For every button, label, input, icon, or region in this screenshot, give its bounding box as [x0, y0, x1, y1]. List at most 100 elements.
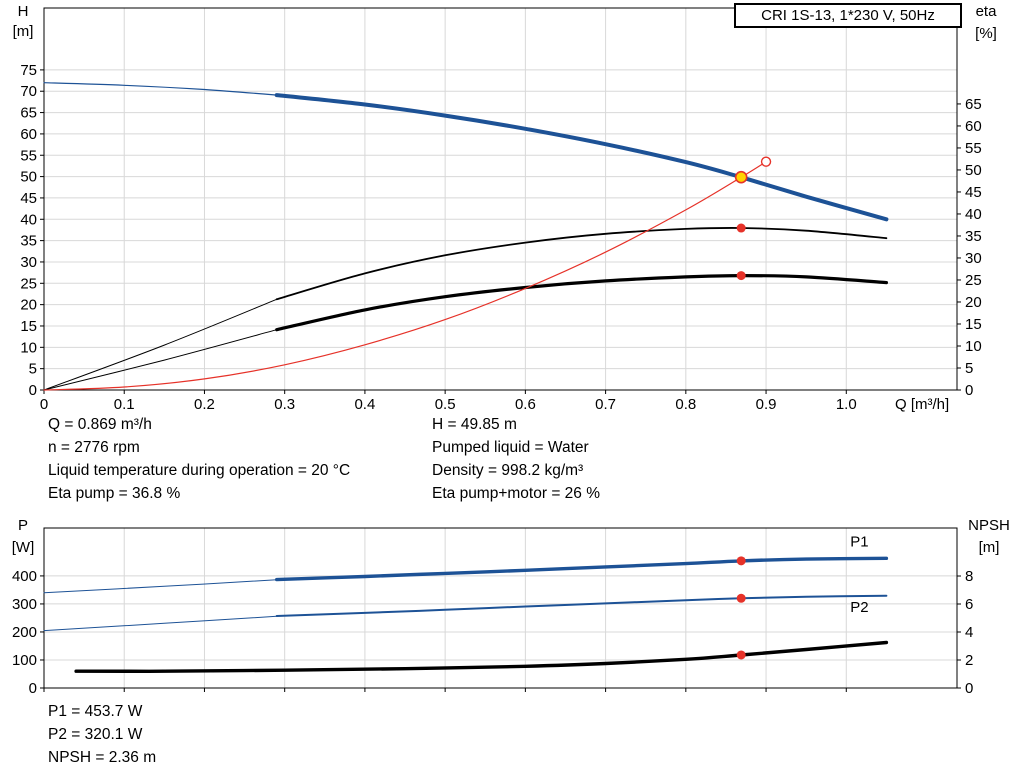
rated-point	[760, 156, 772, 167]
axis-tick-labels: 0 100 200 300 400 0 2 4 6 8	[12, 568, 973, 697]
npsh-axis-unit: [m]	[978, 539, 1000, 556]
p1-curve	[275, 556, 889, 582]
svg-text:10: 10	[965, 338, 982, 355]
svg-text:15: 15	[20, 318, 37, 335]
svg-text:35: 35	[20, 233, 37, 250]
svg-text:5: 5	[29, 361, 37, 378]
series-label-P1: P1	[850, 533, 868, 550]
qh-eta-chart: 0 5 10 15 20 25 30 35 40 45 50 55 60 65 70 75 0 5 10 15 20 25…	[20, 7, 982, 413]
svg-text:0.6: 0.6	[515, 396, 536, 413]
npsh-point	[736, 650, 746, 660]
svg-text:300: 300	[12, 596, 37, 613]
svg-text:20: 20	[965, 294, 982, 311]
annotation-liquid-temperature: Liquid temperature during operation = 20…	[48, 462, 351, 479]
h-curve	[274, 93, 889, 222]
svg-text:0: 0	[965, 680, 973, 697]
power-npsh-chart: 0 100 200 300 400 0 2 4 6 8 P1 P2	[12, 527, 973, 697]
annotation-npsh: NPSH = 2.36 m	[48, 749, 157, 766]
p2-extension	[43, 615, 278, 632]
system-curve	[43, 161, 767, 391]
svg-text:70: 70	[20, 83, 37, 100]
annotation-flow: Q = 0.869 m³/h	[48, 416, 152, 433]
p2-point	[736, 593, 746, 603]
annotation-eta-pump: Eta pump = 36.8 %	[48, 485, 181, 502]
svg-text:0.2: 0.2	[194, 396, 215, 413]
svg-text:25: 25	[965, 272, 982, 289]
svg-text:0.3: 0.3	[274, 396, 295, 413]
svg-text:50: 50	[965, 162, 982, 179]
annotation-p1: P1 = 453.7 W	[48, 703, 143, 720]
svg-text:35: 35	[965, 228, 982, 245]
gridlines	[44, 8, 957, 390]
svg-text:50: 50	[20, 169, 37, 186]
svg-text:0: 0	[29, 382, 37, 399]
pump-title-box: CRI 1S-13, 1*230 V, 50Hz	[734, 3, 962, 28]
plot-border	[43, 7, 958, 391]
annotation-speed: n = 2776 rpm	[48, 439, 140, 456]
svg-text:0: 0	[29, 680, 37, 697]
svg-text:60: 60	[20, 126, 37, 143]
svg-text:60: 60	[965, 118, 982, 135]
p-axis-unit: [W]	[11, 539, 35, 556]
npsh-axis-title: NPSH	[968, 517, 1010, 534]
svg-text:6: 6	[965, 596, 973, 613]
svg-text:10: 10	[20, 339, 37, 356]
p1-point	[736, 556, 746, 566]
svg-text:75: 75	[20, 62, 37, 79]
eta-pump-motor-curve	[275, 274, 888, 332]
svg-text:400: 400	[12, 568, 37, 585]
svg-text:30: 30	[965, 250, 982, 267]
npsh-curve	[74, 640, 889, 673]
p1-extension	[43, 579, 278, 594]
svg-text:0.7: 0.7	[595, 396, 616, 413]
svg-text:8: 8	[965, 568, 973, 585]
eta-axis-title: eta	[975, 3, 997, 20]
svg-text:1.0: 1.0	[836, 396, 857, 413]
series-label-P2: P2	[850, 599, 868, 616]
eta-pump-curve	[275, 227, 888, 301]
axis-ticks	[40, 69, 961, 394]
axis-tick-labels: 0 5 10 15 20 25 30 35 40 45 50 55 60 65 70 75 0 5 10 15 20 25…	[20, 62, 981, 413]
svg-text:0.5: 0.5	[435, 396, 456, 413]
annotation-p2: P2 = 320.1 W	[48, 726, 143, 743]
svg-text:45: 45	[965, 184, 982, 201]
annotation-density: Density = 998.2 kg/m³	[432, 462, 584, 479]
svg-text:0.9: 0.9	[756, 396, 777, 413]
annotation-head: H = 49.85 m	[432, 416, 517, 433]
svg-text:0: 0	[965, 382, 973, 399]
h-axis-unit: [m]	[12, 23, 34, 40]
svg-text:20: 20	[20, 297, 37, 314]
plot-border	[43, 527, 958, 689]
p-axis-title: P	[17, 517, 28, 534]
svg-text:40: 40	[20, 211, 37, 228]
eta-pump-point	[736, 223, 746, 233]
svg-text:0.8: 0.8	[675, 396, 696, 413]
svg-text:200: 200	[12, 624, 37, 641]
gridlines	[44, 528, 957, 688]
h-curve-extension	[43, 82, 278, 96]
svg-text:25: 25	[20, 275, 37, 292]
svg-text:55: 55	[20, 147, 37, 164]
p2-curve	[275, 594, 888, 617]
svg-text:0.1: 0.1	[114, 396, 135, 413]
annotation-pumped-liquid: Pumped liquid = Water	[432, 439, 589, 456]
eta-pump-motor-extension	[43, 329, 278, 391]
svg-text:5: 5	[965, 360, 973, 377]
svg-text:2: 2	[965, 652, 973, 669]
svg-text:55: 55	[965, 140, 982, 157]
svg-text:0.4: 0.4	[354, 396, 375, 413]
svg-text:40: 40	[965, 206, 982, 223]
axis-ticks	[40, 575, 961, 692]
svg-text:4: 4	[965, 624, 973, 641]
annotation-eta-pump-motor: Eta pump+motor = 26 %	[432, 485, 601, 502]
h-axis-title: H	[17, 3, 29, 20]
eta-pump-extension	[43, 298, 278, 391]
svg-text:30: 30	[20, 254, 37, 271]
svg-text:0: 0	[40, 396, 48, 413]
eta-pump-motor-point	[736, 271, 746, 281]
svg-text:45: 45	[20, 190, 37, 207]
svg-text:65: 65	[20, 105, 37, 122]
duty-point	[734, 170, 748, 184]
